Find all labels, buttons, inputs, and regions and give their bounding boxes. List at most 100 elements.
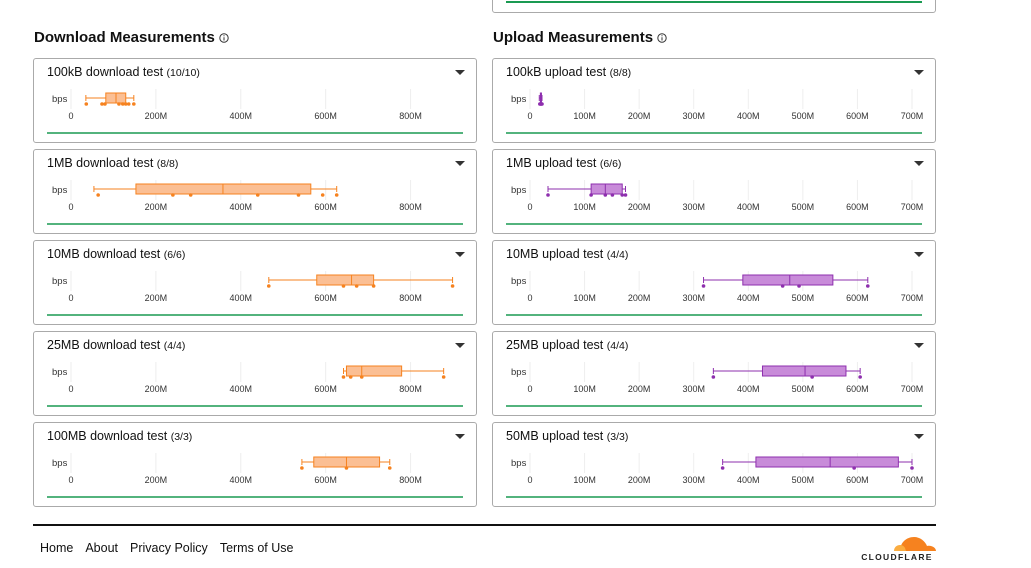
sample-point [810, 375, 814, 379]
x-tick-label: 600M [846, 111, 869, 121]
info-icon[interactable] [657, 33, 667, 43]
expand-arrow[interactable] [455, 252, 465, 257]
sample-point [387, 466, 392, 470]
x-tick-label: 800M [399, 384, 422, 394]
logo-text: CLOUDFLARE [861, 552, 933, 562]
x-tick-label: 200M [145, 111, 168, 121]
expand-arrow[interactable] [914, 434, 924, 439]
test-card: 10MB download test (6/6) bps 0 200M 400M 600M… [33, 240, 477, 325]
sample-point [348, 375, 353, 379]
sample-point [84, 102, 89, 106]
test-name: 100MB download test [47, 429, 168, 443]
sample-point [858, 375, 862, 379]
expand-arrow[interactable] [914, 70, 924, 75]
expand-arrow[interactable] [455, 343, 465, 348]
test-card: 100kB download test (10/10) bps 0 200M 400M 6… [33, 58, 477, 143]
x-tick-label: 400M [230, 111, 253, 121]
sample-point [255, 193, 260, 197]
x-tick-label: 400M [230, 202, 253, 212]
sample-point [117, 102, 121, 106]
test-name: 10MB upload test [506, 247, 604, 261]
sample-point [354, 284, 359, 288]
expand-arrow[interactable] [914, 252, 924, 257]
x-tick-label: 400M [737, 475, 760, 485]
x-tick-label: 500M [792, 475, 815, 485]
x-tick-label: 400M [737, 293, 760, 303]
x-tick-label: 0 [527, 384, 532, 394]
x-tick-label: 0 [68, 475, 73, 485]
x-tick-label: 0 [527, 111, 532, 121]
card-title: 25MB upload test (4/4) [506, 338, 628, 352]
x-tick-label: 700M [901, 384, 924, 394]
expand-arrow[interactable] [914, 161, 924, 166]
expand-arrow[interactable] [914, 343, 924, 348]
logo: CLOUDFLARE [856, 533, 938, 568]
test-count: (8/8) [156, 158, 179, 170]
expand-arrow[interactable] [455, 434, 465, 439]
x-tick-label: 200M [628, 475, 651, 485]
footer-link[interactable]: Privacy Policy [130, 541, 208, 555]
x-tick-label: 800M [399, 475, 422, 485]
test-card: 100kB upload test (8/8) bps 0 100M 200M 300M 4… [492, 58, 936, 143]
x-tick-label: 200M [145, 202, 168, 212]
x-tick-label: 300M [682, 384, 705, 394]
sample-point [546, 193, 550, 197]
sample-point [300, 466, 304, 470]
x-tick-label: 400M [230, 293, 253, 303]
x-tick-label: 700M [901, 293, 924, 303]
sample-point [620, 193, 625, 197]
x-tick-label: 500M [792, 293, 815, 303]
x-tick-label: 0 [68, 384, 73, 394]
sample-point [450, 284, 455, 288]
sample-point [603, 193, 608, 197]
test-count: (3/3) [606, 431, 629, 443]
sample-point [334, 193, 339, 197]
test-name: 50MB upload test [506, 429, 604, 443]
test-count: (10/10) [166, 67, 200, 79]
x-tick-label: 0 [68, 111, 73, 121]
x-tick-label: 500M [792, 202, 815, 212]
x-tick-label: 400M [737, 202, 760, 212]
box [590, 183, 623, 195]
x-tick-label: 100M [573, 111, 596, 121]
expand-arrow[interactable] [455, 70, 465, 75]
sample-point [711, 375, 716, 379]
expand-arrow[interactable] [455, 161, 465, 166]
upload-heading: Upload Measurements [493, 29, 667, 46]
x-tick-label: 0 [527, 293, 532, 303]
x-tick-label: 600M [846, 202, 869, 212]
sample-point [359, 375, 364, 379]
info-icon[interactable] [219, 33, 229, 43]
sample-point [610, 193, 615, 197]
sample-point [589, 193, 593, 197]
x-tick-label: 0 [527, 475, 532, 485]
x-tick-label: 300M [682, 202, 705, 212]
test-count: (4/4) [163, 340, 186, 352]
card-title: 1MB download test (8/8) [47, 156, 178, 170]
footer-link[interactable]: Terms of Use [219, 541, 294, 555]
box [345, 365, 403, 377]
test-card: 25MB download test (4/4) bps 0 200M 400M 600M… [33, 331, 477, 416]
footer-link[interactable]: Home [40, 541, 74, 555]
test-name: 10MB download test [47, 247, 161, 261]
partial-card [492, 0, 936, 13]
x-tick-label: 500M [792, 384, 815, 394]
test-count: (6/6) [599, 158, 622, 170]
card-title: 100kB upload test (8/8) [506, 65, 631, 79]
x-tick-label: 300M [682, 475, 705, 485]
x-tick-label: 100M [573, 384, 596, 394]
x-tick-label: 0 [527, 202, 532, 212]
sample-point [320, 193, 325, 197]
axis-label: bps [511, 367, 527, 378]
axis-label: bps [52, 367, 68, 378]
x-tick-label: 800M [399, 202, 422, 212]
x-tick-label: 100M [573, 293, 596, 303]
x-tick-label: 200M [628, 293, 651, 303]
axis-label: bps [52, 276, 68, 287]
test-card: 100MB download test (3/3) bps 0 200M 400M 600… [33, 422, 477, 507]
box [316, 274, 375, 286]
footer-link[interactable]: About [85, 541, 119, 555]
test-name: 25MB upload test [506, 338, 604, 352]
